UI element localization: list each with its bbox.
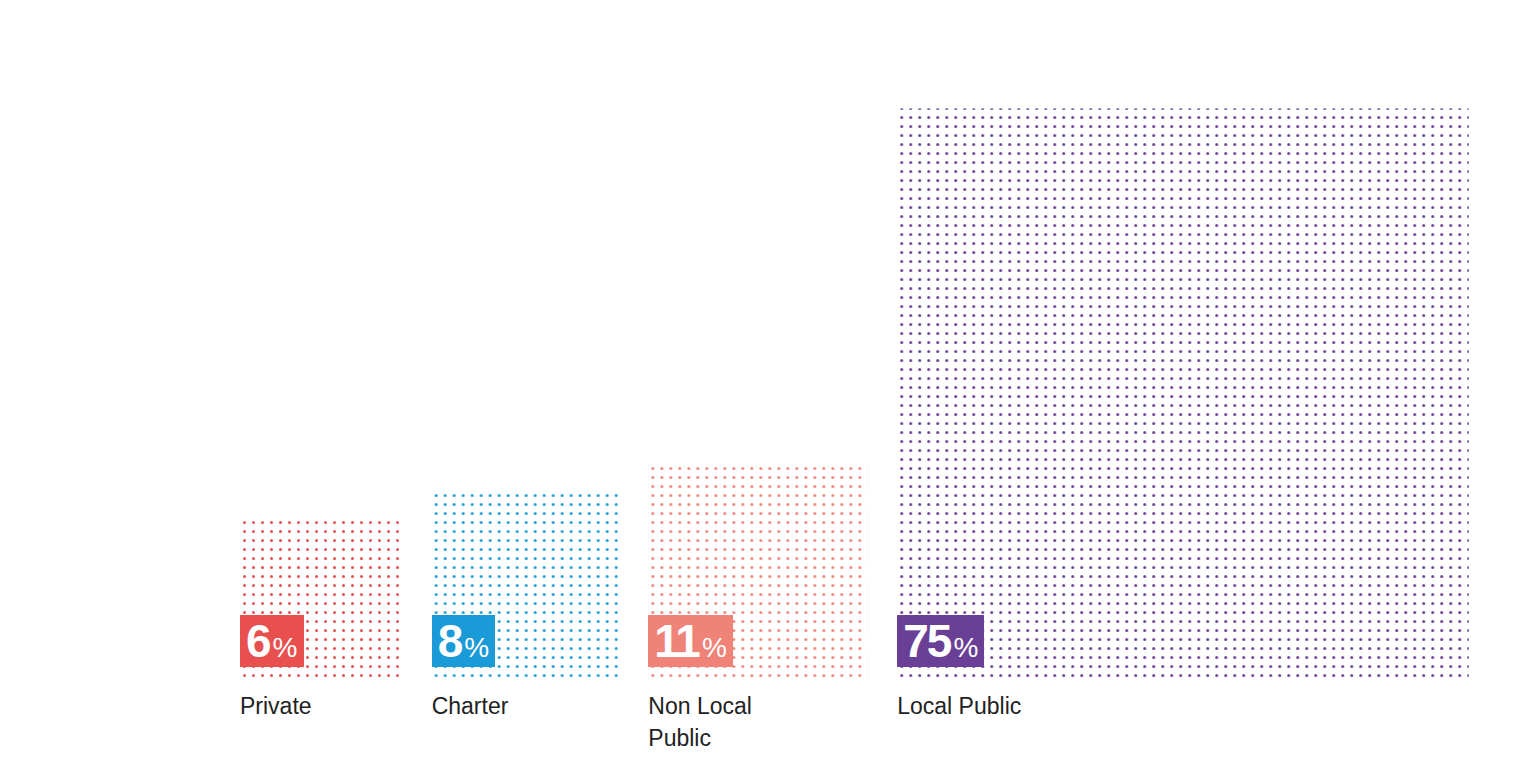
bar [648,461,867,680]
data-label-unit: % [464,632,489,663]
bar [240,518,402,680]
data-label: 8% [432,615,496,667]
bar [897,108,1469,680]
data-label: 11% [648,615,733,667]
category-label: Non Local Public [648,690,788,754]
data-label-number: 6 [246,615,270,667]
category-label: Charter [432,690,572,722]
data-label: 6% [240,615,304,667]
bars [240,108,1469,680]
data-label-unit: % [702,632,727,663]
data-label-unit: % [273,632,298,663]
data-label-number: 75 [903,615,950,667]
chart-svg [0,0,1517,770]
bar [432,493,619,680]
data-label-number: 8 [438,615,462,667]
data-label-number: 11 [654,615,699,667]
stage: 6% Private 8% Charter 11% Non Local Public 75%… [0,0,1517,770]
data-label-unit: % [953,632,978,663]
category-label: Local Public [897,690,1037,722]
data-label: 75% [897,615,984,667]
category-label: Private [240,690,380,722]
